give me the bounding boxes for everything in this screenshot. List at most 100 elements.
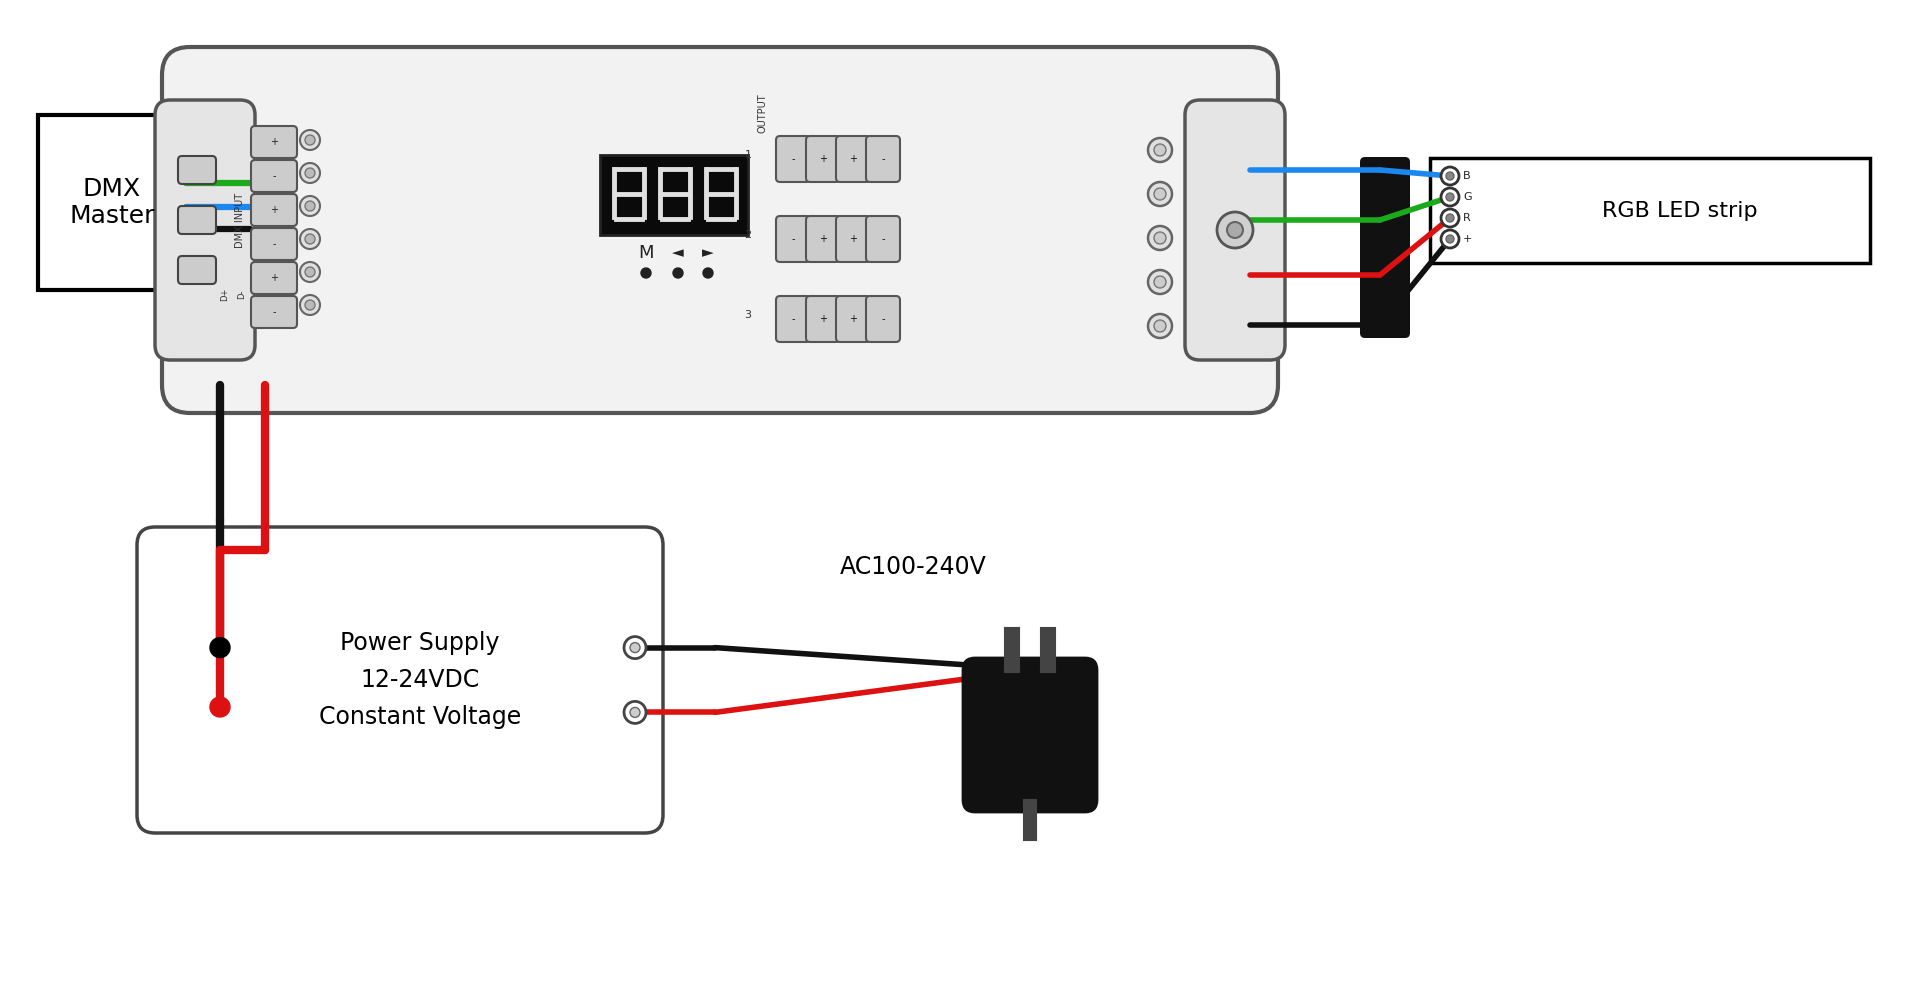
Circle shape — [1446, 235, 1453, 243]
FancyBboxPatch shape — [835, 136, 870, 182]
Circle shape — [624, 701, 645, 724]
Text: B: B — [1463, 171, 1471, 181]
Text: Power Supply
12-24VDC
Constant Voltage: Power Supply 12-24VDC Constant Voltage — [319, 630, 520, 730]
Text: +: + — [849, 314, 856, 324]
Circle shape — [703, 268, 712, 278]
Circle shape — [1154, 276, 1165, 288]
Text: DMX INPUT: DMX INPUT — [234, 192, 246, 247]
FancyBboxPatch shape — [806, 136, 841, 182]
Text: 1: 1 — [745, 150, 751, 160]
Text: -: - — [273, 239, 276, 249]
Circle shape — [1154, 232, 1165, 244]
Text: +: + — [271, 137, 278, 147]
Text: +: + — [820, 314, 828, 324]
Text: +: + — [820, 154, 828, 164]
Circle shape — [1446, 214, 1453, 222]
FancyBboxPatch shape — [835, 296, 870, 342]
Bar — [1023, 800, 1037, 840]
FancyBboxPatch shape — [136, 527, 662, 833]
Circle shape — [641, 268, 651, 278]
Circle shape — [300, 262, 321, 282]
Text: ◄: ◄ — [672, 246, 684, 260]
Text: DMX
Master: DMX Master — [69, 177, 156, 229]
Circle shape — [624, 636, 645, 659]
Circle shape — [1148, 314, 1171, 338]
Text: 3: 3 — [745, 310, 751, 320]
FancyBboxPatch shape — [252, 228, 298, 260]
Text: OUTPUT: OUTPUT — [756, 93, 766, 133]
Circle shape — [1442, 209, 1459, 227]
FancyBboxPatch shape — [866, 296, 900, 342]
FancyBboxPatch shape — [806, 296, 841, 342]
FancyBboxPatch shape — [806, 216, 841, 262]
Circle shape — [1446, 172, 1453, 180]
Circle shape — [1446, 193, 1453, 201]
FancyBboxPatch shape — [161, 47, 1279, 413]
Bar — [1430, 158, 1870, 263]
Circle shape — [1217, 212, 1254, 248]
Text: 2: 2 — [745, 230, 751, 240]
Circle shape — [305, 234, 315, 244]
FancyBboxPatch shape — [776, 216, 810, 262]
FancyBboxPatch shape — [1359, 157, 1409, 338]
Text: +: + — [849, 154, 856, 164]
FancyBboxPatch shape — [252, 126, 298, 158]
FancyBboxPatch shape — [179, 206, 215, 234]
Text: D+
D-
GND: D+ D- GND — [221, 285, 263, 304]
Text: -: - — [791, 314, 795, 324]
Text: G: G — [1463, 192, 1471, 202]
Circle shape — [630, 642, 639, 653]
Circle shape — [1154, 144, 1165, 156]
Circle shape — [1148, 270, 1171, 294]
Circle shape — [209, 697, 230, 717]
FancyBboxPatch shape — [1185, 100, 1284, 360]
Text: -: - — [791, 234, 795, 244]
Circle shape — [300, 295, 321, 315]
Circle shape — [305, 267, 315, 277]
Circle shape — [674, 268, 684, 278]
Text: -: - — [881, 234, 885, 244]
Circle shape — [300, 229, 321, 249]
FancyBboxPatch shape — [776, 296, 810, 342]
Circle shape — [1227, 222, 1242, 238]
Circle shape — [305, 135, 315, 145]
FancyBboxPatch shape — [252, 160, 298, 192]
Text: +: + — [271, 273, 278, 283]
Text: AC100-240V: AC100-240V — [841, 555, 987, 579]
Circle shape — [1154, 320, 1165, 332]
FancyBboxPatch shape — [252, 296, 298, 328]
Text: ►: ► — [703, 246, 714, 260]
Circle shape — [305, 201, 315, 211]
Text: +: + — [1463, 234, 1473, 244]
Circle shape — [1154, 188, 1165, 200]
Circle shape — [1148, 138, 1171, 162]
Circle shape — [305, 168, 315, 178]
Bar — [1004, 628, 1020, 672]
Text: -: - — [881, 154, 885, 164]
Text: -: - — [273, 171, 276, 181]
FancyBboxPatch shape — [252, 194, 298, 226]
Circle shape — [1148, 226, 1171, 250]
FancyBboxPatch shape — [835, 216, 870, 262]
Circle shape — [300, 196, 321, 216]
Circle shape — [1442, 188, 1459, 206]
FancyBboxPatch shape — [179, 256, 215, 284]
Text: R: R — [1463, 213, 1471, 223]
Circle shape — [1442, 230, 1459, 248]
Text: +: + — [820, 234, 828, 244]
Bar — [38, 115, 186, 290]
FancyBboxPatch shape — [866, 216, 900, 262]
FancyBboxPatch shape — [866, 136, 900, 182]
Circle shape — [209, 637, 230, 658]
Text: -: - — [791, 154, 795, 164]
Bar — [599, 155, 749, 235]
Circle shape — [300, 163, 321, 183]
FancyBboxPatch shape — [776, 136, 810, 182]
Circle shape — [300, 130, 321, 150]
Circle shape — [630, 707, 639, 718]
Text: -: - — [881, 314, 885, 324]
Text: -: - — [273, 307, 276, 317]
FancyBboxPatch shape — [156, 100, 255, 360]
Circle shape — [1148, 182, 1171, 206]
Text: M: M — [637, 244, 653, 262]
